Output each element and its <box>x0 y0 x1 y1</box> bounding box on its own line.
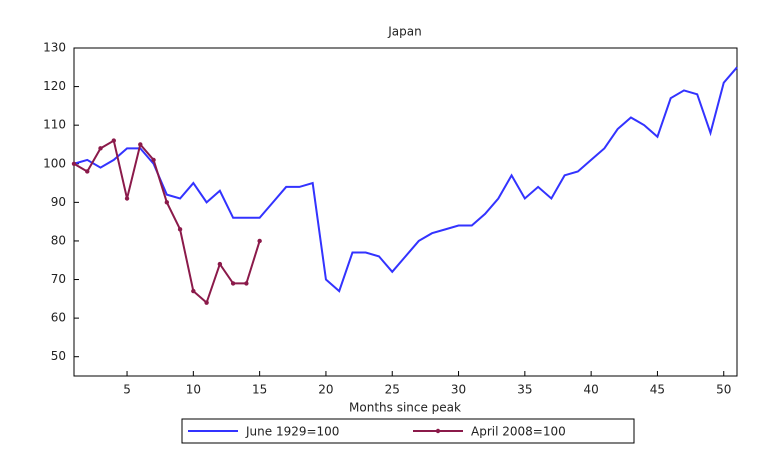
y-tick-label: 60 <box>51 311 66 325</box>
point <box>138 142 143 147</box>
point <box>164 200 170 205</box>
legend-box <box>181 418 635 444</box>
point <box>151 157 156 163</box>
legend-label: June 1929=100 <box>245 425 339 439</box>
y-tick-label: 50 <box>51 349 66 363</box>
x-tick-label: 5 <box>123 383 131 397</box>
x-tick-label: 45 <box>650 383 665 397</box>
y-tick-label: 110 <box>43 118 66 132</box>
point <box>177 227 183 232</box>
legend: June 1929=100 April 2008=100 <box>181 418 635 444</box>
x-tick-label: 10 <box>186 383 201 397</box>
y-tick-label: 70 <box>51 272 66 286</box>
point <box>85 169 90 174</box>
x-tick-label: 20 <box>318 383 333 397</box>
legend-marker <box>435 428 441 434</box>
point <box>111 138 116 143</box>
point <box>191 288 196 294</box>
y-tick-label: 80 <box>51 233 66 247</box>
x-tick-label: 35 <box>517 383 532 397</box>
series-line <box>73 139 261 305</box>
point <box>124 196 130 201</box>
point <box>230 281 236 286</box>
y-tick-label: 100 <box>43 156 66 170</box>
x-tick-label: 40 <box>583 383 598 397</box>
y-tick-label: 120 <box>43 79 66 93</box>
point <box>244 281 249 286</box>
x-tick-label: 50 <box>716 383 731 397</box>
point <box>257 238 262 244</box>
series-line <box>73 66 738 293</box>
point <box>98 146 103 151</box>
point <box>217 261 223 267</box>
legend-label: April 2008=100 <box>471 425 566 439</box>
x-tick-label: 25 <box>385 383 400 397</box>
y-tick-label: 130 <box>43 41 66 55</box>
x-axis-label: Months since peak <box>349 401 461 415</box>
chart-title: Japan <box>387 25 421 39</box>
point <box>204 300 209 305</box>
x-tick-label: 30 <box>451 383 466 397</box>
x-tick-label: 15 <box>252 383 267 397</box>
plot-frame <box>73 47 738 377</box>
point <box>71 161 77 166</box>
y-tick-label: 90 <box>51 195 66 209</box>
